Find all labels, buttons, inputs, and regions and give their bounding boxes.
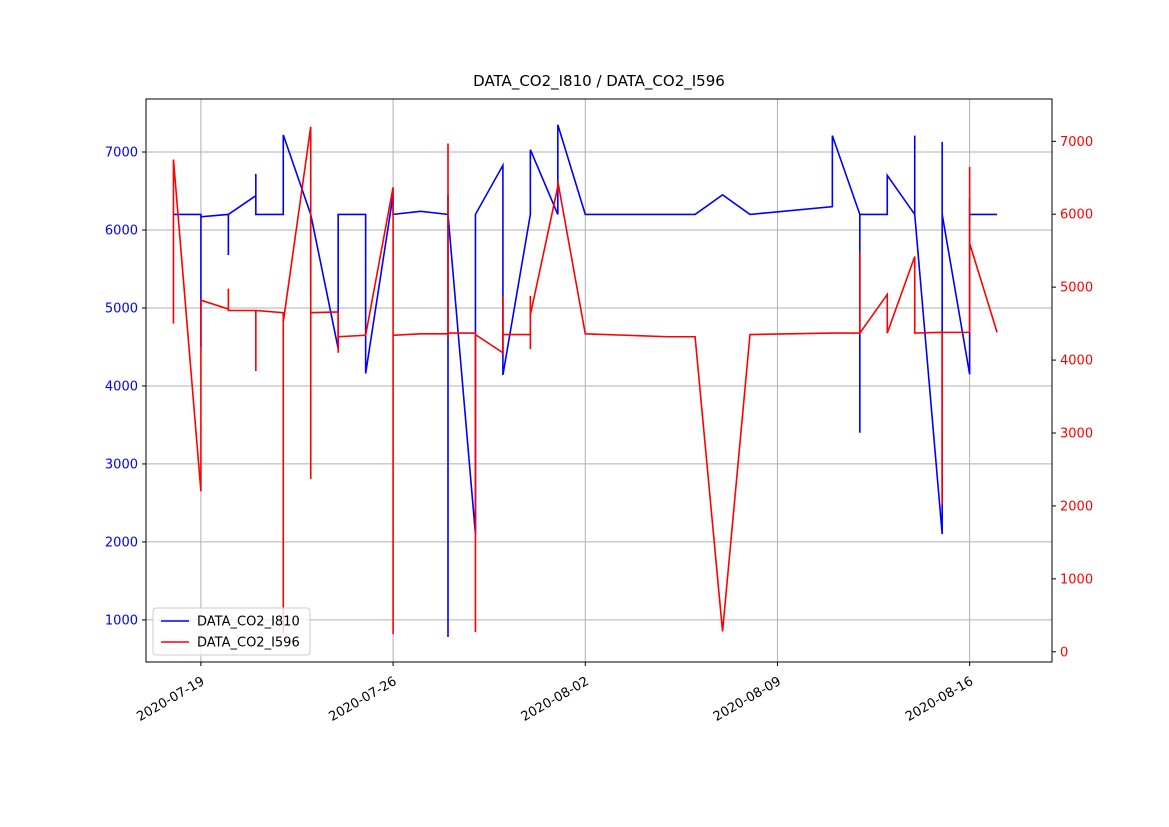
y-tick-label: 7000: [105, 146, 138, 161]
y2-tick-label: 7000: [1060, 135, 1093, 150]
y2-tick-label: 1000: [1060, 572, 1093, 587]
chart-title: DATA_CO2_I810 / DATA_CO2_I596: [473, 72, 725, 91]
y2-tick-label: 3000: [1060, 427, 1093, 442]
y2-tick-label: 4000: [1060, 354, 1093, 369]
x-tick-label: 2020-08-09: [711, 674, 784, 725]
x-tick-label: 2020-07-19: [134, 674, 207, 725]
y2-tick-label: 6000: [1060, 208, 1093, 223]
series-line: [172, 126, 998, 635]
x-tick-label: 2020-08-02: [519, 674, 592, 725]
y-tick-label: 1000: [105, 613, 138, 628]
y-tick-label: 3000: [105, 457, 138, 472]
legend-box: [152, 607, 311, 656]
y2-tick-label: 0: [1060, 645, 1068, 660]
legend: DATA_CO2_I810 DATA_CO2_I596: [152, 607, 311, 656]
plot-frame: [145, 98, 1053, 663]
y2-tick-label: 2000: [1060, 499, 1093, 514]
y-tick-label: 4000: [105, 379, 138, 394]
legend-label: DATA_CO2_I810: [197, 615, 300, 630]
y2-tick-label: 5000: [1060, 281, 1093, 296]
x-tick-label: 2020-08-16: [903, 674, 976, 725]
y-tick-label: 2000: [105, 535, 138, 550]
series-line: [173, 124, 998, 638]
legend-label: DATA_CO2_I596: [197, 636, 300, 651]
y-tick-label: 5000: [105, 301, 138, 316]
y-tick-label: 6000: [105, 224, 138, 239]
x-tick-label: 2020-07-26: [327, 674, 400, 725]
